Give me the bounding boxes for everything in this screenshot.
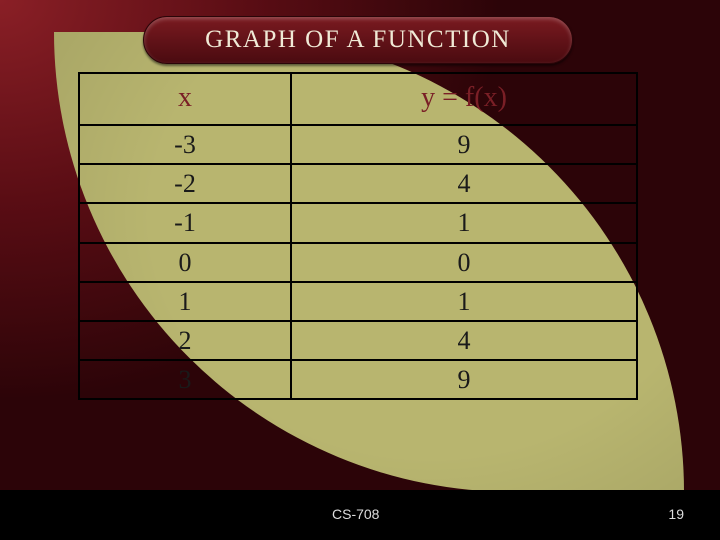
title-pill: GRAPH OF A FUNCTION	[143, 16, 573, 64]
footer-page-number: 19	[668, 506, 684, 522]
cell-y: 4	[291, 321, 637, 360]
cell-x: -2	[79, 164, 291, 203]
table-row: -3 9	[79, 125, 637, 164]
cell-y: 0	[291, 243, 637, 282]
column-header-y: y = f(x)	[291, 73, 637, 125]
table-row: 2 4	[79, 321, 637, 360]
cell-x: 1	[79, 282, 291, 321]
table-header-row: x y = f(x)	[79, 73, 637, 125]
slide-title: GRAPH OF A FUNCTION	[205, 26, 511, 54]
cell-x: 3	[79, 360, 291, 399]
table-row: -1 1	[79, 203, 637, 242]
function-table: x y = f(x) -3 9 -2 4 -1 1 0 0 1	[78, 72, 638, 400]
cell-y: 1	[291, 282, 637, 321]
table-row: 3 9	[79, 360, 637, 399]
cell-x: 0	[79, 243, 291, 282]
table-row: 1 1	[79, 282, 637, 321]
cell-y: 1	[291, 203, 637, 242]
cell-x: 2	[79, 321, 291, 360]
table-row: -2 4	[79, 164, 637, 203]
footer-course-code: CS-708	[332, 506, 379, 522]
table-row: 0 0	[79, 243, 637, 282]
column-header-x: x	[79, 73, 291, 125]
cell-y: 9	[291, 360, 637, 399]
cell-x: -3	[79, 125, 291, 164]
cell-x: -1	[79, 203, 291, 242]
slide-content: GRAPH OF A FUNCTION x y = f(x) -3 9 -2 4…	[78, 16, 638, 400]
cell-y: 4	[291, 164, 637, 203]
cell-y: 9	[291, 125, 637, 164]
